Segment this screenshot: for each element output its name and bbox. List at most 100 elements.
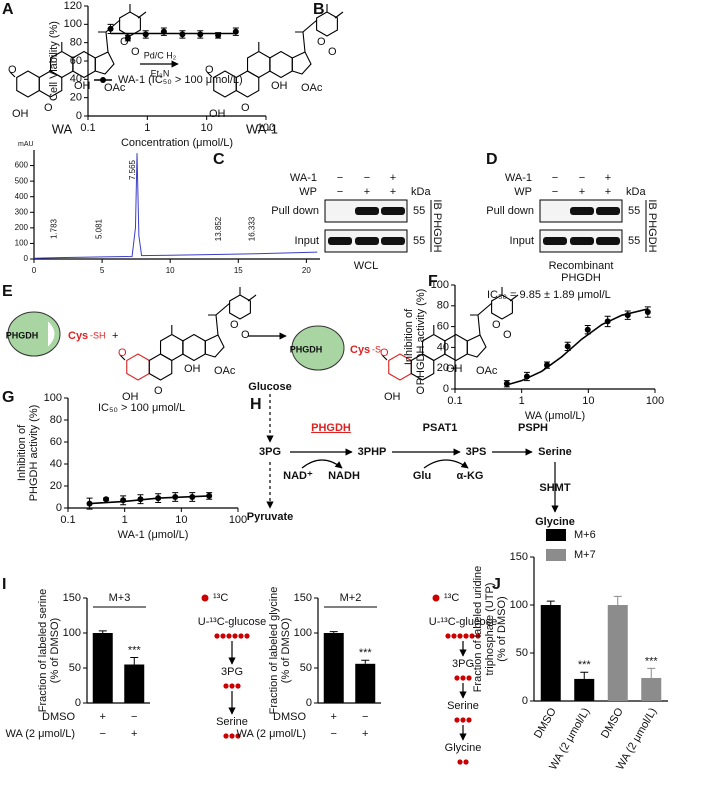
y-tick-label: 50 bbox=[69, 662, 81, 674]
sign: − bbox=[552, 172, 558, 184]
condition-sign: − bbox=[331, 728, 337, 740]
compound-name: WA-1 bbox=[246, 121, 278, 136]
lane-label: Pull down bbox=[486, 205, 534, 217]
y-axis-label: PHGDH activity (%) bbox=[28, 405, 40, 502]
panel-label: A bbox=[2, 1, 14, 18]
carbon-dot bbox=[463, 633, 469, 639]
enzyme: SHMT bbox=[539, 482, 570, 494]
carbon-dot bbox=[229, 733, 235, 739]
carbon-dot bbox=[432, 594, 440, 602]
bond bbox=[269, 50, 293, 79]
panel-label: I bbox=[2, 576, 6, 593]
carbon-dot bbox=[201, 594, 209, 602]
y-tick-label: 0 bbox=[75, 697, 81, 709]
size: 55 bbox=[628, 235, 640, 247]
bond bbox=[94, 51, 115, 75]
atom-label: OH bbox=[446, 363, 463, 375]
band bbox=[543, 237, 567, 245]
y-tick-label: 100 bbox=[44, 392, 62, 404]
panel-label: J bbox=[492, 576, 501, 593]
carbon-dot bbox=[229, 683, 235, 689]
y-tick-label: 100 bbox=[510, 599, 528, 611]
bond bbox=[491, 294, 513, 320]
point bbox=[523, 373, 530, 380]
sign: − bbox=[337, 172, 343, 184]
atom-label: O bbox=[241, 329, 250, 341]
atom-label: O bbox=[118, 347, 127, 359]
y-tick-label: 0 bbox=[443, 383, 449, 395]
y-tick-label: 0 bbox=[56, 502, 62, 514]
x-tick-label: 10 bbox=[166, 266, 175, 275]
y-tick-label: 0 bbox=[522, 695, 528, 707]
size: 55 bbox=[413, 235, 425, 247]
thiol: -SH bbox=[90, 330, 106, 340]
size: 55 bbox=[413, 205, 425, 217]
significance: *** bbox=[128, 644, 142, 656]
y-tick-label: 100 bbox=[15, 239, 29, 248]
atom-label: OAc bbox=[104, 82, 126, 94]
row-name: WA-1 bbox=[290, 172, 317, 184]
metabolite: 3PG bbox=[221, 666, 243, 678]
x-tick-label: 10 bbox=[175, 514, 187, 526]
condition-sign: − bbox=[362, 711, 368, 723]
sign: + bbox=[390, 186, 396, 198]
x-axis-label: WA-1 (μmol/L) bbox=[118, 529, 189, 541]
y-axis-label: Inhibition of bbox=[403, 308, 415, 365]
x-tick-label: 10 bbox=[582, 395, 594, 407]
sign: + bbox=[579, 186, 585, 198]
condition-name: WA (2 μmol/L) bbox=[237, 728, 307, 740]
legend-label: M+6 bbox=[574, 529, 596, 541]
significance: *** bbox=[645, 655, 659, 667]
metabolite: Glycine bbox=[535, 516, 575, 528]
x-tick-label: 100 bbox=[257, 122, 275, 134]
y-axis-label: Fraction of labeled uridine bbox=[472, 566, 484, 693]
legend-marker bbox=[100, 77, 106, 83]
legend-label: ¹³C bbox=[444, 592, 459, 604]
x-tick-label: 1 bbox=[122, 514, 128, 526]
sign: + bbox=[605, 186, 611, 198]
atom-label: O bbox=[416, 385, 425, 397]
y-tick-label: 50 bbox=[516, 647, 528, 659]
point bbox=[137, 496, 144, 503]
error-bar bbox=[98, 630, 107, 633]
lane-label: Input bbox=[295, 235, 319, 247]
carbon-dot bbox=[463, 759, 469, 765]
atom-label: O bbox=[380, 347, 389, 359]
x-tick-label: 20 bbox=[302, 266, 311, 275]
x-tick-label: 1 bbox=[144, 122, 150, 134]
point bbox=[86, 500, 93, 507]
bond bbox=[9, 4, 147, 78]
y-axis-label: Fraction of labeled serine bbox=[37, 589, 49, 713]
enzyme: PSPH bbox=[518, 422, 548, 434]
bracket-label: M+2 bbox=[340, 592, 362, 604]
legend-swatch bbox=[546, 549, 566, 561]
y-axis-label: Fraction of labeled glycine bbox=[268, 587, 280, 715]
bar bbox=[92, 633, 113, 703]
peak-label: 5.081 bbox=[94, 218, 103, 239]
metabolite: Pyruvate bbox=[247, 511, 293, 523]
carbon-dot bbox=[232, 633, 238, 639]
metabolite: U-¹³C-glucose bbox=[198, 616, 266, 628]
band bbox=[381, 207, 405, 215]
condition-name: DMSO bbox=[273, 711, 306, 723]
carbon-dot bbox=[235, 733, 241, 739]
carbon-dot bbox=[454, 717, 460, 723]
point bbox=[179, 31, 186, 38]
bond bbox=[206, 4, 344, 78]
peak-label: 1.783 bbox=[49, 218, 58, 239]
carbon-dot bbox=[457, 633, 463, 639]
condition-sign: + bbox=[331, 711, 337, 723]
size: 55 bbox=[628, 205, 640, 217]
atom-label: OH bbox=[271, 80, 288, 92]
carbon-dot bbox=[460, 717, 466, 723]
error-bar bbox=[130, 657, 139, 665]
y-tick-label: 150 bbox=[63, 592, 81, 604]
row-name: WP bbox=[299, 186, 317, 198]
x-tick-label: DMSO bbox=[532, 706, 559, 741]
carbon-dot bbox=[466, 675, 472, 681]
band bbox=[570, 237, 594, 245]
y-tick-label: 0 bbox=[24, 254, 29, 263]
y-tick-label: 0 bbox=[306, 697, 312, 709]
peak-label: 16.333 bbox=[248, 216, 257, 241]
